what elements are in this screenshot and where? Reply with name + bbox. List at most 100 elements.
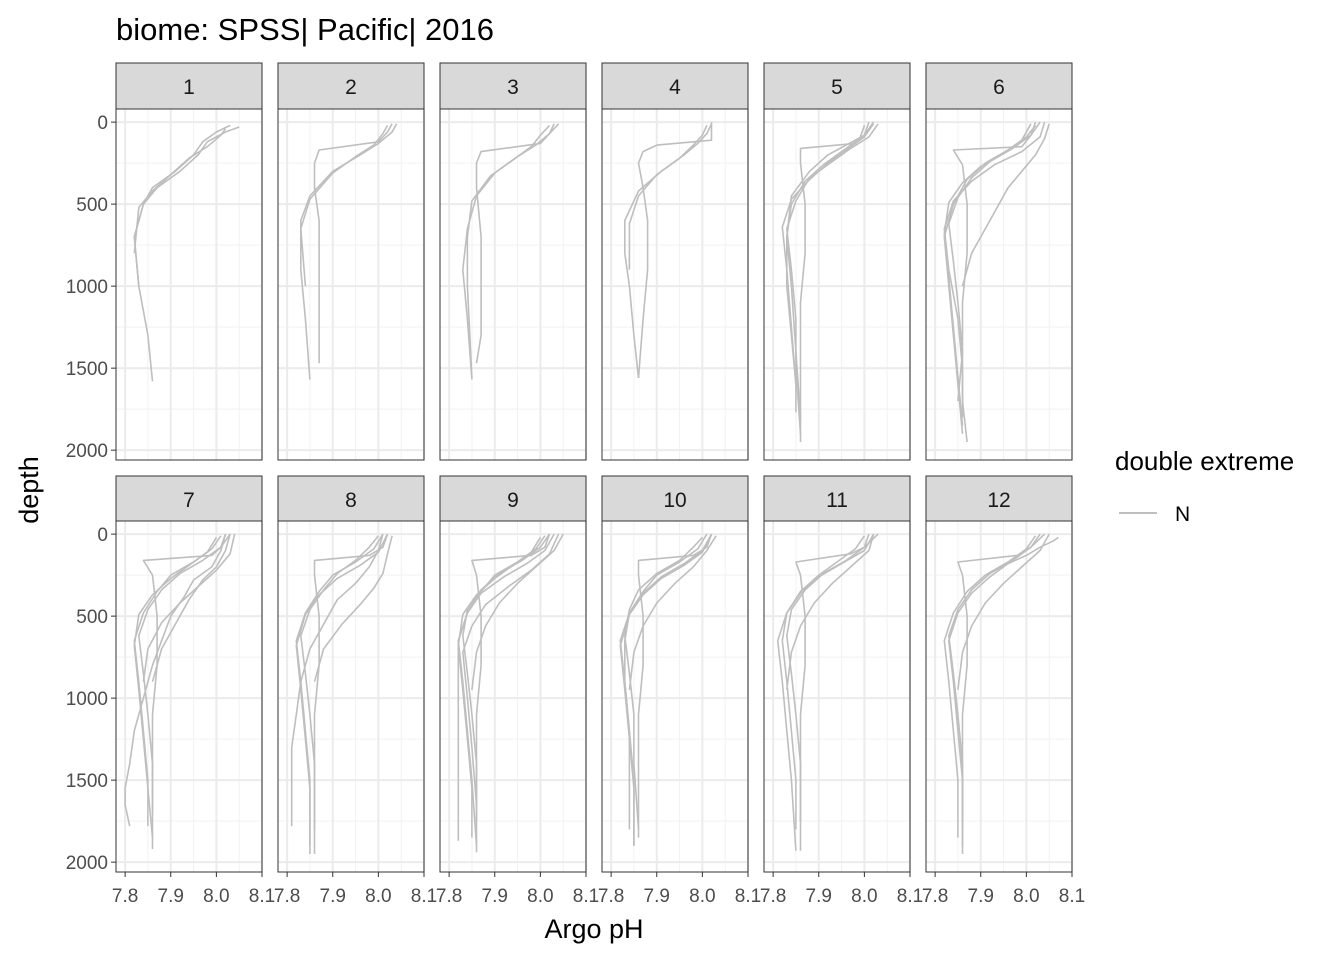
x-tick-label: 8.1 — [573, 886, 599, 907]
x-tick-label: 8.0 — [527, 886, 553, 907]
profile-line — [623, 123, 713, 379]
y-tick-label: 500 — [76, 195, 108, 216]
profile-line — [637, 122, 713, 379]
profile-line — [471, 533, 564, 690]
profile-line — [785, 533, 879, 822]
facet-strip — [601, 475, 749, 522]
plot-area — [926, 109, 1072, 460]
facet-panel-8: 8 7.8 7.9 8.0 8.1 — [274, 475, 437, 907]
x-tick-label: 8.0 — [1013, 886, 1039, 907]
x-tick-label: 7.9 — [482, 886, 508, 907]
profile-line — [313, 123, 393, 364]
profile-line — [947, 536, 1059, 846]
plot-area — [602, 521, 748, 872]
panel-border — [439, 108, 587, 461]
profile-line — [133, 536, 218, 838]
facet-strip — [115, 62, 263, 110]
facet-strip-label: 2 — [345, 76, 357, 99]
profile-line — [947, 121, 1041, 402]
profile-line — [943, 121, 1046, 418]
profile-line — [151, 533, 231, 682]
facet-strip-label: 12 — [987, 489, 1010, 512]
facet-panel-10: 10 7.8 7.9 8.0 8.1 — [598, 475, 761, 907]
legend: double extreme N — [1115, 446, 1294, 526]
profile-line — [628, 125, 708, 270]
x-tick-label: 7.8 — [274, 886, 300, 907]
facet-strip-label: 11 — [826, 489, 848, 512]
y-tick-label: 0 — [97, 113, 108, 134]
profile-line — [776, 535, 866, 851]
x-tick-label: 7.8 — [598, 886, 624, 907]
x-tick-label: 8.1 — [411, 886, 437, 907]
plot-area — [116, 521, 262, 872]
plot-area — [278, 521, 424, 872]
x-tick-label: 8.1 — [249, 886, 275, 907]
facet-strip — [601, 62, 749, 110]
x-tick-label: 8.0 — [689, 886, 715, 907]
facet-panel-2: 2 — [277, 62, 425, 461]
facet-panel-3: 3 — [439, 62, 587, 461]
profile-line — [313, 535, 393, 682]
facet-strip-label: 5 — [831, 76, 843, 99]
panel-border — [925, 108, 1073, 461]
facet-strip-label: 7 — [183, 489, 195, 512]
facet-panel-11: 11 7.8 7.9 8.0 8.1 — [760, 475, 923, 907]
plot-area — [440, 109, 586, 460]
y-tick-label: 2000 — [66, 441, 108, 462]
panel-border — [115, 520, 263, 873]
x-tick-label: 8.1 — [735, 886, 761, 907]
facet-strip — [115, 475, 263, 522]
legend-entry-label: N — [1175, 503, 1190, 526]
profile-line — [461, 533, 551, 822]
plot-area — [278, 109, 424, 460]
facet-strip-label: 3 — [507, 76, 519, 99]
profile-line — [299, 125, 389, 287]
facet-strip — [277, 475, 425, 522]
y-tick-label: 1500 — [66, 771, 108, 792]
y-tick-label: 1500 — [66, 359, 108, 380]
panel-border — [925, 520, 1073, 873]
x-tick-label: 7.8 — [436, 886, 462, 907]
x-tick-label: 7.9 — [158, 886, 184, 907]
profile-line — [461, 533, 560, 805]
panel-border — [439, 520, 587, 873]
profile-line — [142, 533, 236, 682]
x-tick-label: 7.9 — [320, 886, 346, 907]
chart-title: biome: SPSS| Pacific| 2016 — [116, 12, 494, 47]
x-tick-label: 8.0 — [203, 886, 229, 907]
profile-line — [138, 533, 231, 813]
facet-strip-label: 6 — [993, 76, 1005, 99]
profile-line — [623, 536, 703, 830]
plot-area — [764, 521, 910, 872]
facet-strip-label: 1 — [183, 76, 195, 99]
profile-line — [781, 123, 875, 385]
profile-line — [290, 533, 384, 827]
facet-panel-12: 12 7.8 7.9 8.0 8.1 — [922, 475, 1085, 907]
plot-area — [764, 109, 910, 460]
x-tick-label: 7.8 — [760, 886, 786, 907]
panel-border — [277, 520, 425, 873]
x-axis-label: Argo pH — [544, 914, 643, 944]
x-tick-label: 7.8 — [112, 886, 138, 907]
panel-border — [601, 520, 749, 873]
panel-border — [277, 108, 425, 461]
facet-strip — [439, 62, 587, 110]
x-tick-label: 7.9 — [968, 886, 994, 907]
facet-panel-5: 5 — [763, 62, 911, 461]
facet-strip — [277, 62, 425, 110]
y-tick-label: 500 — [76, 607, 108, 628]
facet-strip-label: 4 — [669, 76, 681, 99]
panel-border — [763, 108, 911, 461]
panel-border — [601, 108, 749, 461]
facet-panel-9: 9 7.8 7.9 8.0 8.1 — [436, 475, 599, 907]
x-tick-label: 7.8 — [922, 886, 948, 907]
facet-strip-label: 9 — [507, 489, 519, 512]
profile-line — [299, 123, 398, 380]
y-tick-label: 1000 — [66, 689, 108, 710]
profile-line — [785, 123, 879, 434]
profile-line — [466, 124, 551, 379]
